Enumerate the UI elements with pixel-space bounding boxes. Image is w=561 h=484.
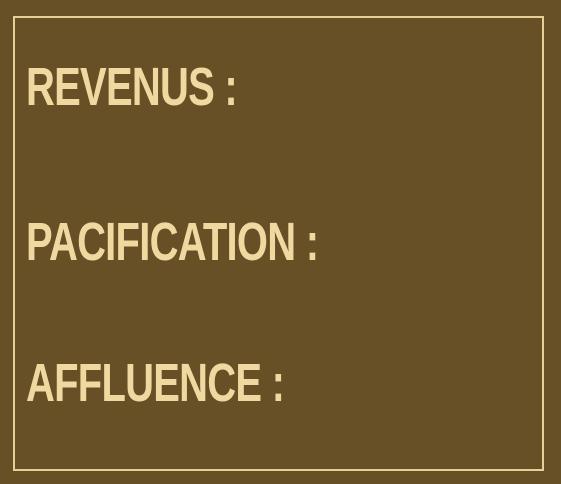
revenus-label: REVENUS : bbox=[26, 57, 238, 117]
panel-border bbox=[13, 16, 544, 471]
pacification-label: PACIFICATION : bbox=[26, 212, 319, 272]
affluence-label: AFFLUENCE : bbox=[26, 353, 285, 413]
